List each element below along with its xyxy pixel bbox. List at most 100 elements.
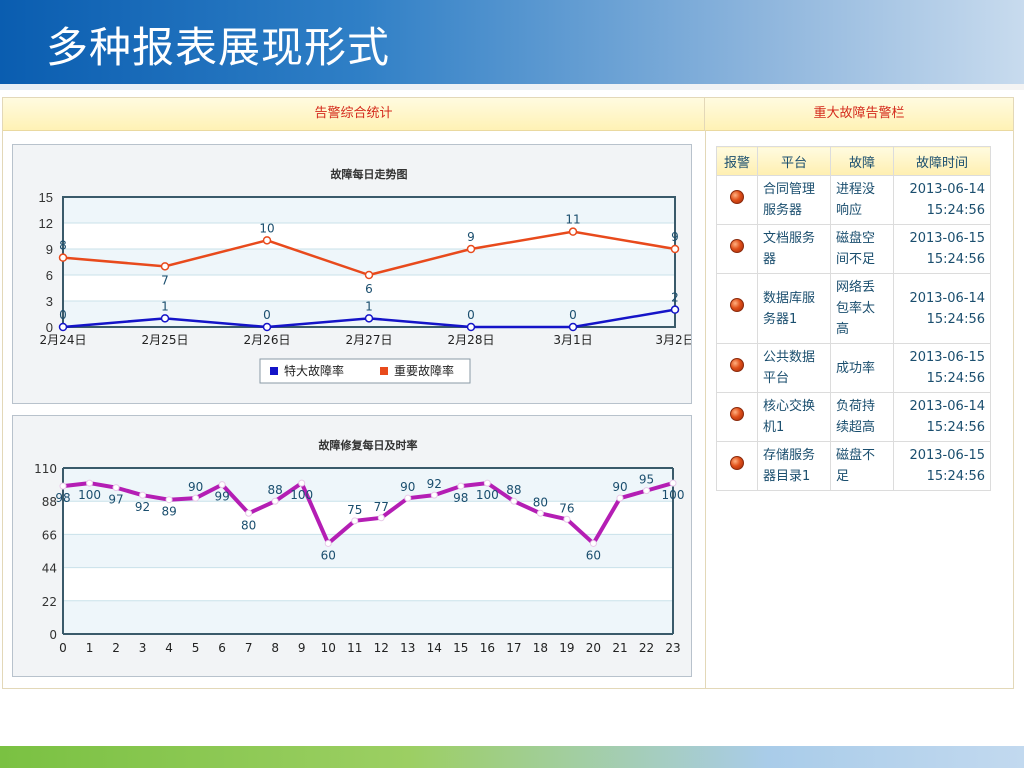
alarm-stats-header: 告警综合统计 [3,98,705,131]
data-point [262,322,272,332]
y-tick-label: 88 [42,495,57,509]
x-tick-label: 10 [321,641,336,655]
data-point [510,497,518,505]
fault-cell: 负荷持 续超高 [830,392,894,442]
data-label: 0 [263,308,271,322]
table-row[interactable]: 合同管理 服务器 进程没 响应 2013-06-14 15:24:56 [716,175,991,225]
table-body: 合同管理 服务器 进程没 响应 2013-06-14 15:24:56 文档服务器磁盘空 间不… [716,175,991,491]
data-point [563,515,571,523]
alarm-cell [716,175,758,225]
data-label: 10 [259,221,274,235]
panel-divider [705,130,706,688]
data-point [218,481,226,489]
data-point [616,494,624,502]
fault-time-cell: 2013-06-14 15:24:56 [893,273,991,344]
y-tick-label: 22 [42,595,57,609]
table-row[interactable]: 核心交换 机1 负荷持 续超高 2013-06-14 15:24:56 [716,392,991,442]
table-row[interactable]: 公共数据平台 成功率 2013-06-15 15:24:56 [716,343,991,393]
x-tick-label: 5 [192,641,200,655]
col-alarm[interactable]: 报警 [716,146,758,176]
platform-cell-line: 服务器 [763,203,803,218]
legend-swatch-important [380,367,388,375]
y-tick-label: 44 [42,562,57,576]
data-label: 89 [161,505,176,519]
fault-time-cell: 2013-06-15 15:24:56 [893,343,991,393]
grid-band [63,600,673,634]
data-point [58,322,68,332]
y-tick-label: 15 [39,190,53,205]
data-point [642,487,650,495]
data-point [404,494,412,502]
data-label: 92 [135,500,150,514]
fault-date: 2013-06-15 [909,448,985,463]
alarm-indicator-icon [730,455,744,470]
x-tick-label: 18 [533,641,548,655]
alarm-cell [716,273,758,344]
data-label: 80 [533,495,548,509]
table-row[interactable]: 存储服务 器目录1 磁盘不足 2013-06-15 15:24:56 [716,441,991,491]
data-label: 80 [241,518,256,532]
col-fault[interactable]: 故障 [830,146,894,176]
plot-frame [62,196,676,328]
grid-band [63,249,675,275]
y-tick-label: 0 [46,320,53,335]
platform-cell-line: 数据库服 [763,290,816,306]
x-tick-label: 16 [480,641,495,655]
data-point [589,539,597,547]
col-fault-time[interactable]: 故障时间 [893,146,991,176]
data-label: 7 [161,273,169,287]
grid-band [63,197,675,223]
table-header-row: 报警 平台 故障 故障时间 [716,146,991,176]
legend-swatch-critical [270,367,278,375]
data-point [160,262,170,271]
x-tick-label: 2月24日 [40,333,87,347]
grid-band [63,301,675,327]
fault-cell-line: 网络丢 [836,280,876,295]
platform-cell-line: 器目录1 [763,469,811,484]
data-point [466,322,476,332]
data-label: 98 [453,491,468,505]
platform-cell-line: 公共数据 [763,350,816,365]
data-label: 0 [467,308,475,322]
data-point [112,484,120,492]
x-tick-label: 22 [639,641,654,655]
table-row[interactable]: 文档服务器磁盘空 间不足 2013-06-15 15:24:56 [716,224,991,274]
fault-cell-line: 成功率 [836,360,876,376]
chart-title: 故障每日走势图 [331,167,408,181]
fault-cell-line: 包率太 [836,301,876,316]
y-tick-label: 0 [49,628,57,642]
data-label: 76 [559,501,574,515]
alarm-indicator-icon [730,406,744,421]
platform-cell-line: 机1 [763,420,785,435]
data-label: 97 [108,493,123,507]
data-point [670,244,680,254]
fault-date: 2013-06-14 [909,182,985,197]
fault-cell-line: 足 [836,469,850,484]
x-tick-label: 2月26日 [244,333,291,347]
data-label: 60 [321,548,336,562]
data-label: 6 [365,282,373,296]
fault-date: 2013-06-14 [909,399,985,414]
y-tick-label: 12 [39,216,53,231]
data-label: 0 [59,308,67,322]
table-row[interactable]: 数据库服 务器1 网络丢 包率太高 2013-06-14 15:24:56 [716,273,991,344]
data-point [271,497,279,505]
fault-time-cell: 2013-06-15 15:24:56 [893,441,991,491]
platform-cell-line: 合同管理 [763,182,816,197]
platform-cell-line: 平台 [763,371,790,386]
col-platform[interactable]: 平台 [757,146,831,176]
data-label: 100 [662,488,685,502]
platform-cell: 数据库服 务器1 [757,273,831,344]
fault-cell-line: 续超高 [836,420,876,435]
data-label: 90 [612,480,627,494]
x-tick-label: 6 [218,641,226,655]
x-tick-label: 8 [271,641,279,655]
chart-title: 故障修复每日及时率 [319,438,418,452]
x-tick-label: 4 [165,641,173,655]
x-tick-label: 14 [427,641,442,655]
legend-label-important: 重要故障率 [394,363,454,378]
fault-time: 15:24:56 [926,252,985,267]
platform-cell: 文档服务器 [757,224,831,274]
data-point [324,539,332,547]
